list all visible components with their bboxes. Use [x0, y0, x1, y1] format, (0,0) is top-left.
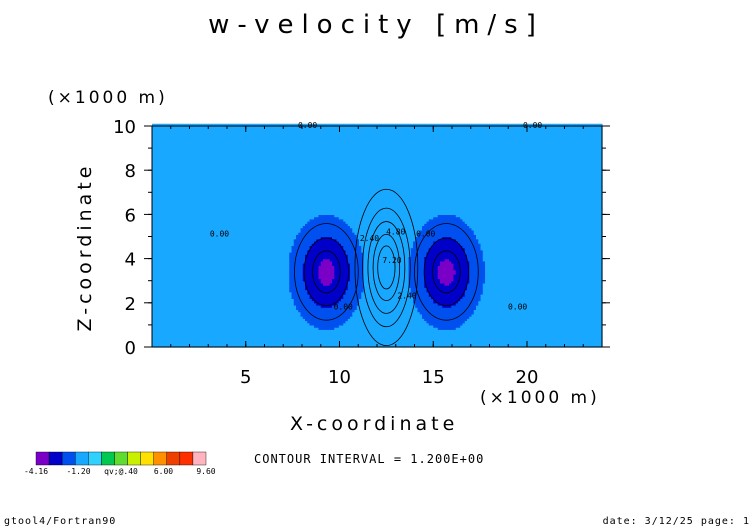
contour-chart: 0.00 0.000.000.000.000.002.402.404.807.20…	[0, 0, 752, 532]
